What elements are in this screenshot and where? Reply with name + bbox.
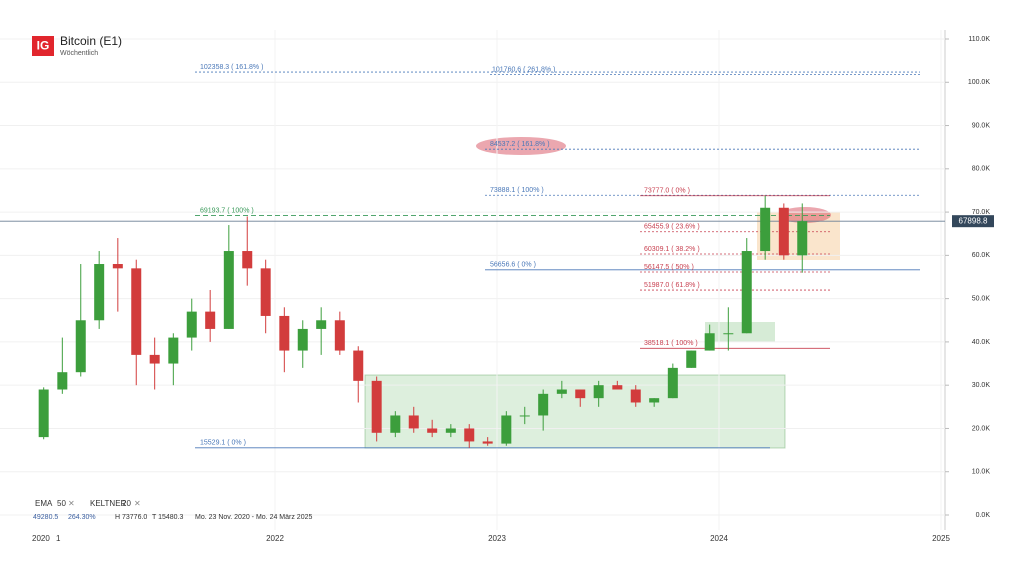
x-tick-label: 1 [56, 534, 61, 543]
candle-body [75, 320, 86, 373]
candle-body [186, 311, 197, 338]
logo-text: IG [37, 39, 50, 53]
candle-body [149, 354, 160, 364]
x-tick-label: 2022 [266, 534, 284, 543]
stat: Mo. 23 Nov. 2020 - Mo. 24 März 2025 [195, 514, 312, 521]
candle-body [482, 441, 493, 444]
candle-body [445, 428, 456, 433]
candle-body [168, 337, 179, 364]
candle-body [316, 320, 327, 329]
candle-body [242, 251, 253, 269]
y-tick-label: 90.0K [972, 122, 991, 129]
level-label: 38518.1 ( 100% ) [644, 340, 698, 347]
candle-body [556, 389, 567, 394]
candle-body [408, 415, 419, 429]
remove-icon[interactable]: ✕ [68, 499, 75, 508]
x-tick-label: 2024 [710, 534, 728, 543]
candle-body [704, 333, 715, 351]
y-tick-label: 20.0K [972, 425, 991, 432]
zone-box [705, 322, 775, 342]
stat: T 15480.3 [152, 514, 184, 521]
level-label: 102358.3 ( 161.8% ) [200, 64, 263, 71]
candle-body [297, 328, 308, 351]
candle-body [390, 415, 401, 433]
indicator: 20 [122, 499, 131, 508]
candle-body [94, 264, 105, 321]
x-tick-label: 2023 [488, 534, 506, 543]
x-tick-label: 2025 [932, 534, 950, 543]
stat: H 73776.0 [115, 514, 147, 521]
candle-body [519, 415, 530, 417]
level-label: 60309.1 ( 38.2% ) [644, 246, 700, 253]
indicator: EMA [35, 499, 53, 508]
candle-body [223, 251, 234, 329]
chart-subtitle: Wöchentlich [60, 50, 98, 57]
candle-body [334, 320, 345, 351]
candle-body [686, 350, 697, 368]
candle-body [427, 428, 438, 433]
candle-body [464, 428, 475, 442]
indicator: KELTNER [90, 499, 127, 508]
level-label: 65455.9 ( 23.6% ) [644, 224, 700, 231]
candle-body [649, 398, 660, 403]
candle-body [538, 393, 549, 416]
candle-body [38, 389, 49, 438]
candle-body [501, 415, 512, 444]
y-tick-label: 80.0K [972, 166, 991, 173]
stat: 49280.5 [33, 514, 58, 521]
candle-body [279, 315, 290, 351]
chart-title: Bitcoin (E1) [60, 34, 122, 48]
candle-body [778, 207, 789, 256]
candle-body [630, 389, 641, 403]
y-tick-label: 100.0K [968, 79, 991, 86]
plot: 102358.3 ( 161.8% ) 101760.6 ( 261.8% ) 84… [0, 30, 945, 530]
candle-body [353, 350, 364, 381]
candle-body [741, 251, 752, 334]
remove-icon[interactable]: ✕ [134, 499, 141, 508]
candle-body [131, 268, 142, 355]
candle-body [612, 385, 623, 390]
zone-box [364, 374, 786, 449]
y-tick-label: 50.0K [972, 295, 991, 302]
stat: 264.30% [68, 514, 96, 521]
y-tick-label: 110.0K [968, 36, 990, 43]
logo [32, 36, 54, 56]
level-label: 101760.6 ( 261.8% ) [492, 66, 555, 73]
candle-body [205, 311, 216, 329]
level-label: 15529.1 ( 0% ) [200, 440, 246, 447]
y-tick-label: 0.0K [976, 512, 991, 519]
indicator: 50 [57, 499, 66, 508]
candle-body [593, 385, 604, 399]
highlight [779, 207, 831, 223]
y-tick-label: 60.0K [972, 252, 991, 259]
candle-body [797, 221, 808, 256]
x-tick-label: 2020 [32, 534, 50, 543]
level-label: 56147.5 ( 50% ) [644, 264, 694, 271]
candle-body [112, 264, 123, 269]
candle-body [371, 380, 382, 433]
candle-body [760, 207, 771, 252]
y-tick-label: 10.0K [972, 469, 991, 476]
price-tag [952, 215, 994, 228]
level-label: 69193.7 ( 100% ) [200, 207, 254, 214]
candle-body [57, 372, 68, 390]
level-label: 51987.0 ( 61.8% ) [644, 282, 700, 289]
y-tick-label: 30.0K [972, 382, 991, 389]
y-tick-label: 70.0K [972, 209, 991, 216]
y-tick-label: 40.0K [972, 339, 991, 346]
candle-body [260, 268, 271, 316]
level-label: 56656.6 ( 0% ) [490, 262, 536, 269]
level-label: 84537.2 ( 161.8% ) [490, 141, 550, 148]
candle-body [667, 367, 678, 399]
level-label: 73888.1 ( 100% ) [490, 187, 544, 194]
level-label: 73777.0 ( 0% ) [644, 188, 690, 195]
highlight [476, 137, 566, 155]
candle-body [575, 389, 586, 399]
candle-body [723, 333, 734, 335]
price-label: 67898.8 [959, 216, 988, 225]
